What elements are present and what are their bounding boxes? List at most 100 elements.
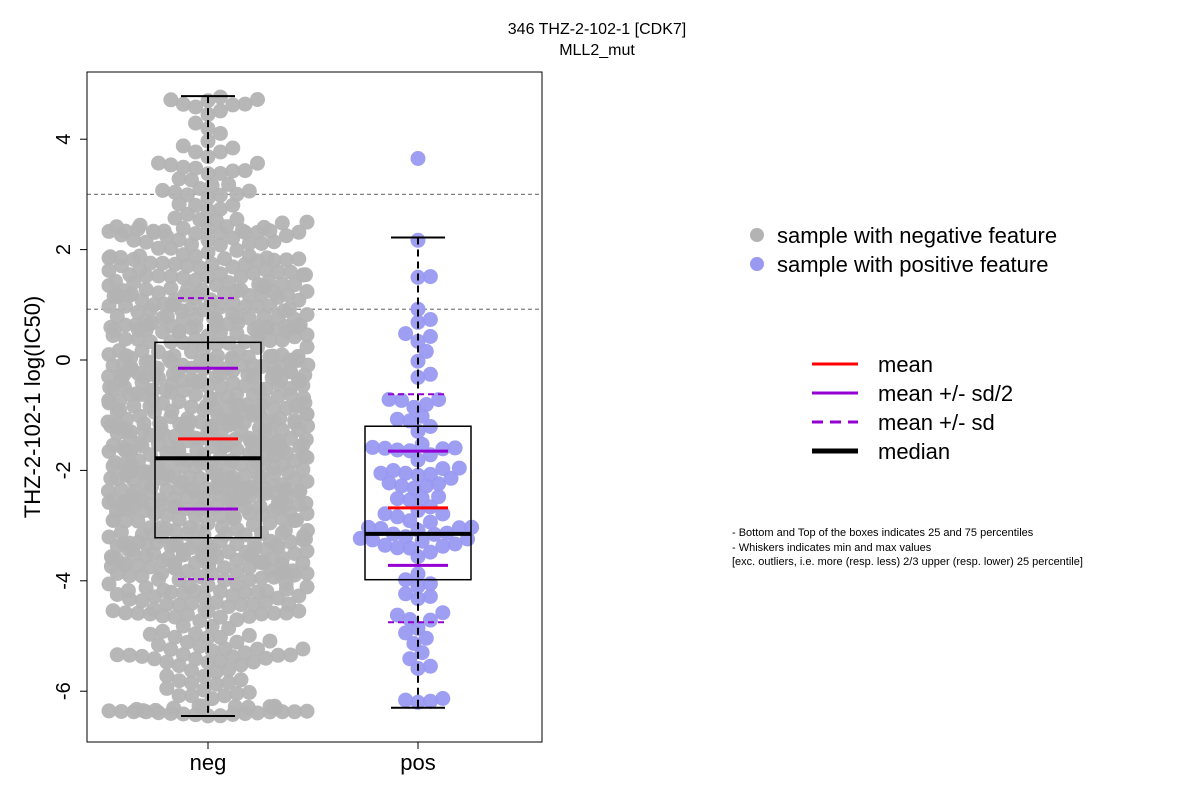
legend-label-positive: sample with positive feature (777, 252, 1048, 277)
data-point-neg (107, 455, 123, 471)
data-point-neg (287, 413, 303, 429)
y-axis-label: THZ-2-102-1 log(IC50) (20, 296, 45, 519)
chart-title: 346 THZ-2-102-1 [CDK7] (508, 21, 686, 38)
data-point-neg (101, 529, 117, 545)
data-point-neg (256, 219, 272, 235)
data-point-neg (188, 272, 204, 288)
data-point-neg (285, 563, 301, 579)
data-point-neg (274, 347, 290, 363)
data-point-neg (210, 348, 225, 364)
data-point-neg (175, 220, 191, 236)
data-point-neg (233, 269, 249, 285)
data-point-neg (267, 698, 283, 714)
data-point-neg (163, 641, 179, 657)
footnote-1: - Bottom and Top of the boxes indicates … (732, 527, 1034, 539)
data-point-neg (118, 513, 133, 529)
legend: sample with negative feature sample with… (750, 223, 1057, 464)
data-point-pos (410, 333, 426, 349)
footnotes: - Bottom and Top of the boxes indicates … (732, 527, 1083, 568)
data-point-pos (402, 651, 418, 667)
data-point-neg (188, 197, 204, 213)
legend-label-sd: mean +/- sd (878, 410, 995, 435)
data-point-neg (188, 626, 204, 642)
data-point-pos (422, 693, 438, 709)
footnote-2: - Whiskers indicates min and max values (732, 542, 932, 554)
data-point-neg (233, 672, 249, 688)
data-point-neg (109, 309, 125, 325)
data-point-neg (163, 157, 179, 173)
data-point-neg (163, 268, 179, 284)
data-point-neg (129, 701, 145, 717)
data-point-neg (225, 306, 241, 322)
data-point-neg (159, 668, 175, 684)
data-point-pos (422, 312, 438, 327)
data-point-pos (418, 343, 434, 359)
data-point-neg (109, 219, 124, 235)
data-point-pos (447, 536, 463, 552)
data-point-pos (398, 326, 414, 342)
data-point-neg (102, 249, 118, 265)
data-point-neg (270, 389, 286, 405)
data-point-neg (212, 653, 228, 669)
data-point-neg (175, 159, 191, 175)
data-point-neg (212, 103, 228, 119)
data-point-neg (184, 662, 199, 678)
data-point-neg (290, 348, 306, 364)
y-tick-label: 0 (53, 354, 75, 365)
data-point-neg (171, 673, 187, 689)
data-point-neg (266, 605, 282, 621)
data-point-neg (171, 688, 187, 704)
data-point-neg (225, 140, 241, 156)
data-point-pos (389, 509, 405, 525)
data-point-neg (179, 187, 195, 203)
data-point-neg (105, 437, 121, 453)
data-point-neg (142, 334, 158, 350)
data-point-neg (247, 536, 262, 552)
data-point-neg (113, 704, 129, 719)
data-point-neg (212, 144, 228, 160)
data-point-pos (402, 540, 418, 556)
data-point-pos (398, 692, 414, 708)
data-point-neg (154, 565, 170, 581)
data-point-neg (299, 523, 315, 538)
data-point-pos (451, 520, 467, 536)
data-point-neg (217, 641, 233, 657)
y-tick-label: -6 (53, 682, 75, 700)
data-point-neg (138, 464, 154, 480)
data-point-pos (422, 269, 438, 285)
data-point-neg (130, 605, 146, 621)
data-point-neg (132, 217, 148, 233)
data-point-pos (422, 544, 438, 560)
data-point-pos (385, 463, 401, 478)
data-point-neg (299, 473, 315, 489)
data-point-pos (365, 439, 381, 455)
data-point-neg (242, 479, 258, 495)
data-point-pos (394, 392, 409, 408)
data-point-neg (274, 276, 290, 292)
data-point-neg (188, 144, 204, 160)
data-point-neg (175, 647, 191, 663)
legend-label-negative: sample with negative feature (777, 223, 1057, 248)
data-point-neg (146, 651, 162, 667)
data-point-neg (229, 612, 245, 628)
data-point-pos (435, 538, 451, 554)
data-point-neg (171, 511, 187, 527)
data-point-neg (175, 96, 191, 112)
data-point-neg (167, 210, 183, 226)
data-point-neg (167, 184, 183, 200)
data-point-pos (394, 478, 409, 494)
data-point-neg (242, 248, 258, 264)
data-point-neg (212, 166, 228, 181)
data-point-neg (138, 281, 154, 297)
data-point-neg (221, 675, 237, 690)
data-point-neg (237, 163, 253, 179)
footnote-3: [exc. outliers, i.e. more (resp. less) 2… (732, 556, 1083, 568)
data-point-neg (159, 680, 175, 696)
data-point-neg (298, 495, 314, 511)
data-point-neg (300, 418, 316, 434)
data-point-neg (241, 183, 257, 199)
data-point-neg (130, 513, 146, 529)
reference-lines (87, 193, 542, 310)
data-point-neg (233, 282, 249, 298)
